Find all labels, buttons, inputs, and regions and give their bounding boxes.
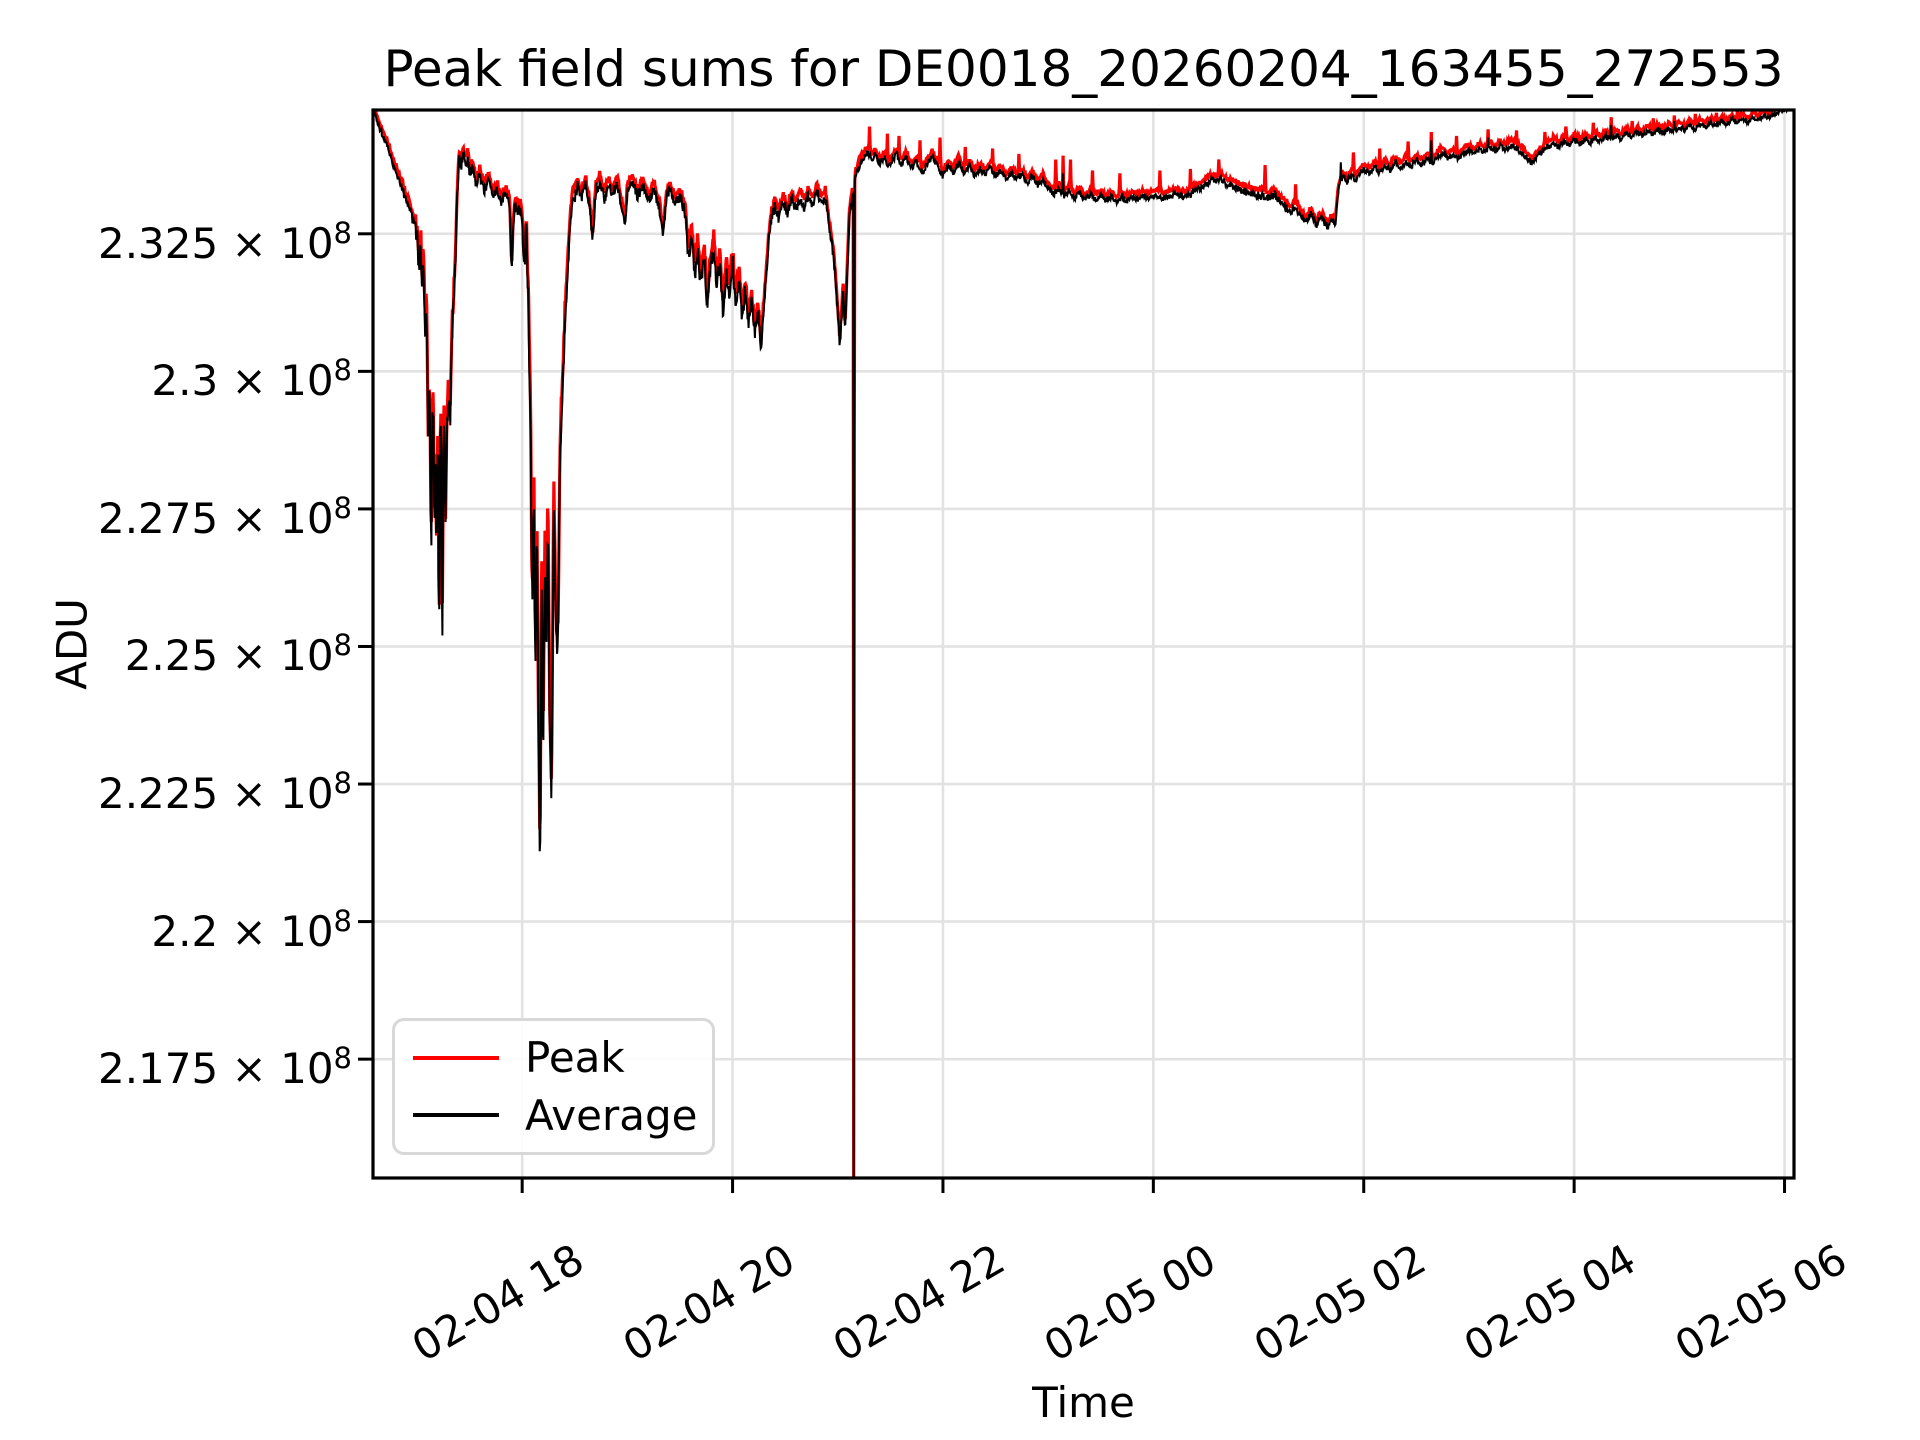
axes-spines [371, 108, 1796, 1180]
peak-line-sample [413, 1055, 499, 1060]
tick-marks [358, 232, 1787, 1193]
y-axis-label: ADU [47, 598, 97, 690]
peak-series-line [373, 110, 1782, 1178]
average-line-sample [413, 1113, 499, 1118]
series-lines [373, 110, 1792, 1178]
legend-label: Peak [525, 1033, 625, 1083]
average-series-line [373, 110, 1792, 1178]
y-tick-label: 2.325 × 108 [97, 215, 352, 268]
chart-title: Peak field sums for DE0018_20260204_1634… [383, 40, 1784, 98]
y-tick-label: 2.225 × 108 [97, 766, 352, 819]
grid [373, 110, 1794, 1178]
legend-item-peak: Peak [395, 1033, 712, 1082]
legend-item-average: Average [395, 1091, 712, 1140]
y-tick-label: 2.2 × 108 [151, 903, 352, 956]
y-tick-label: 2.25 × 108 [124, 628, 352, 681]
y-tick-label: 2.275 × 108 [97, 490, 352, 543]
x-axis-label: Time [1032, 1378, 1135, 1427]
legend-label: Average [525, 1090, 698, 1140]
legend: Peak Average [392, 1018, 715, 1155]
y-tick-label: 2.3 × 108 [151, 353, 352, 406]
y-tick-label: 2.175 × 108 [97, 1041, 352, 1094]
